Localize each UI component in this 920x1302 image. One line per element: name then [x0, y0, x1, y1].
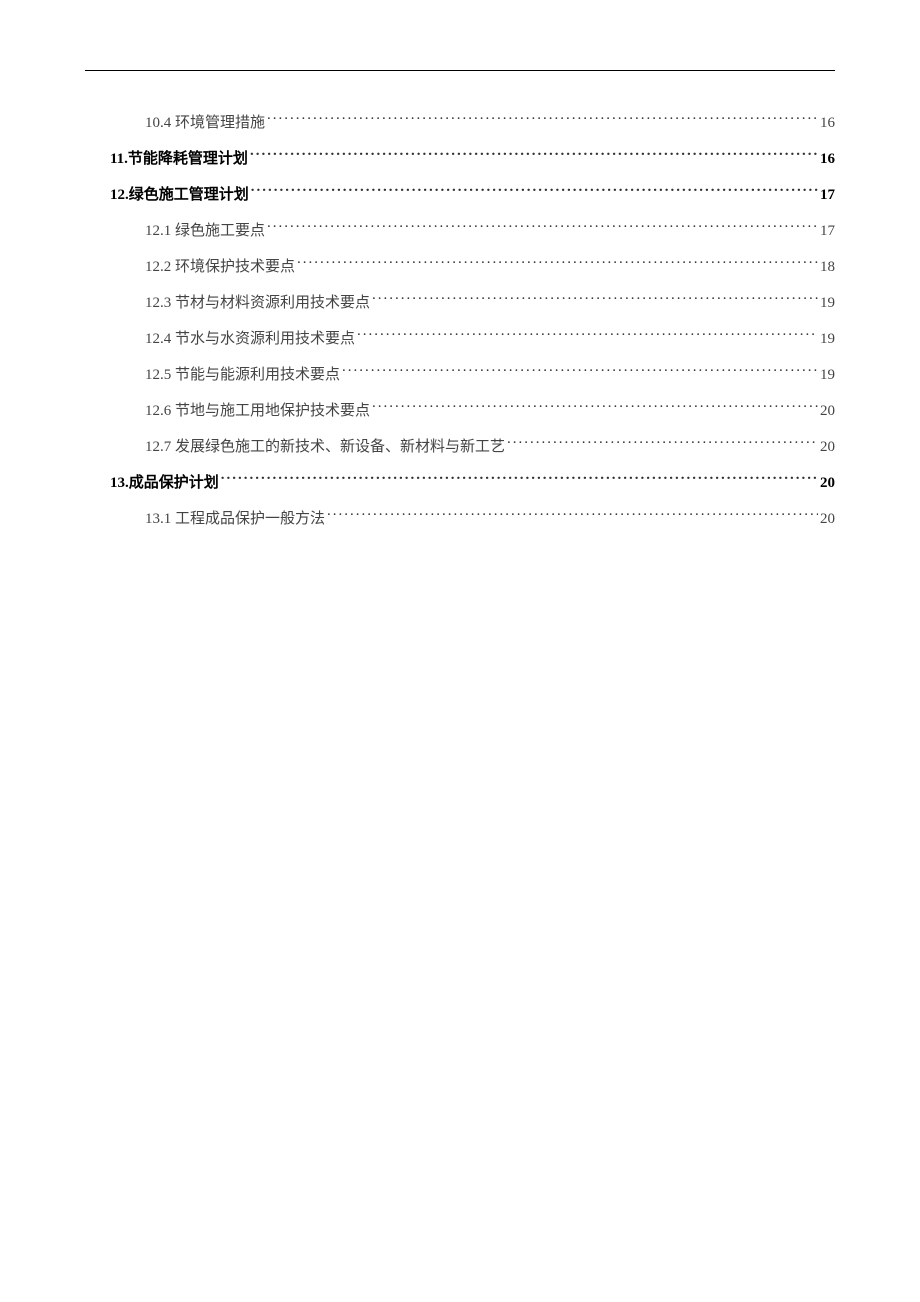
- toc-page: 20: [820, 507, 835, 531]
- toc-entry: 13.1 工程成品保护一般方法 20: [85, 507, 835, 531]
- toc-entry: 10.4 环境管理措施 16: [85, 111, 835, 135]
- toc-entry: 12.6 节地与施工用地保护技术要点 20: [85, 399, 835, 423]
- toc-dots: [372, 400, 818, 415]
- toc-label: 12.5 节能与能源利用技术要点: [145, 363, 340, 387]
- toc-entry: 11.节能降耗管理计划 16: [85, 147, 835, 171]
- toc-label: 12.4 节水与水资源利用技术要点: [145, 327, 355, 351]
- toc-page: 20: [820, 399, 835, 423]
- toc-dots: [250, 148, 818, 163]
- toc-entry: 12.绿色施工管理计划 17: [85, 183, 835, 207]
- toc-label: 11.节能降耗管理计划: [110, 147, 248, 171]
- toc-label: 12.3 节材与材料资源利用技术要点: [145, 291, 370, 315]
- toc-dots: [297, 256, 818, 271]
- toc-page: 17: [820, 219, 835, 243]
- toc-page: 20: [820, 435, 835, 459]
- toc-page: 17: [820, 183, 835, 207]
- table-of-contents: 10.4 环境管理措施 16 11.节能降耗管理计划 16 12.绿色施工管理计…: [85, 111, 835, 531]
- toc-entry: 12.5 节能与能源利用技术要点 19: [85, 363, 835, 387]
- toc-page: 16: [820, 111, 835, 135]
- toc-dots: [327, 508, 818, 523]
- toc-dots: [267, 112, 818, 127]
- toc-label: 13.1 工程成品保护一般方法: [145, 507, 325, 531]
- toc-dots: [507, 436, 818, 451]
- toc-dots: [372, 292, 818, 307]
- toc-page: 19: [820, 327, 835, 351]
- toc-label: 12.2 环境保护技术要点: [145, 255, 295, 279]
- toc-page: 19: [820, 363, 835, 387]
- header-divider: [85, 70, 835, 71]
- toc-entry: 12.3 节材与材料资源利用技术要点 19: [85, 291, 835, 315]
- toc-dots: [221, 472, 818, 487]
- toc-entry: 13.成品保护计划 20: [85, 471, 835, 495]
- toc-label: 12.绿色施工管理计划: [110, 183, 249, 207]
- toc-dots: [251, 184, 818, 199]
- toc-page: 20: [820, 471, 835, 495]
- toc-page: 18: [820, 255, 835, 279]
- toc-entry: 12.7 发展绿色施工的新技术、新设备、新材料与新工艺 20: [85, 435, 835, 459]
- toc-page: 16: [820, 147, 835, 171]
- toc-dots: [357, 328, 818, 343]
- toc-entry: 12.4 节水与水资源利用技术要点 19: [85, 327, 835, 351]
- toc-dots: [342, 364, 818, 379]
- toc-dots: [267, 220, 818, 235]
- toc-label: 13.成品保护计划: [110, 471, 219, 495]
- toc-label: 10.4 环境管理措施: [145, 111, 265, 135]
- toc-entry: 12.2 环境保护技术要点 18: [85, 255, 835, 279]
- toc-label: 12.7 发展绿色施工的新技术、新设备、新材料与新工艺: [145, 435, 505, 459]
- toc-entry: 12.1 绿色施工要点 17: [85, 219, 835, 243]
- toc-label: 12.1 绿色施工要点: [145, 219, 265, 243]
- toc-label: 12.6 节地与施工用地保护技术要点: [145, 399, 370, 423]
- toc-page: 19: [820, 291, 835, 315]
